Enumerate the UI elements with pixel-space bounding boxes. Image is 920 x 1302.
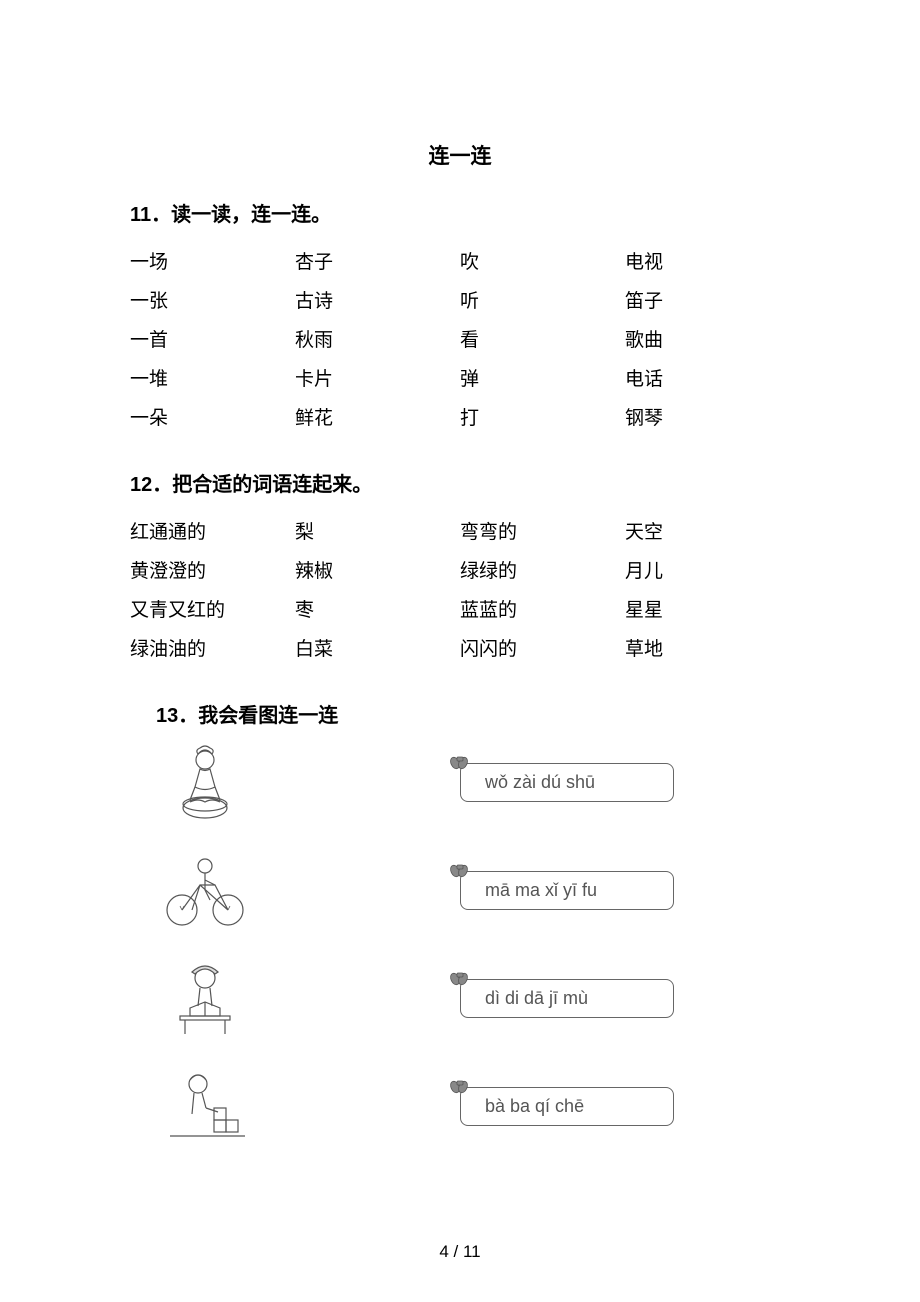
page-number: 4 / 11 <box>0 1242 920 1262</box>
table-row: 绿油油的 白菜 闪闪的 草地 <box>130 628 790 667</box>
cell: 笛子 <box>625 280 790 319</box>
q12-table: 红通通的 梨 弯弯的 天空 黄澄澄的 辣椒 绿绿的 月儿 又青又红的 枣 蓝蓝的… <box>130 511 790 667</box>
clip-icon <box>447 752 473 774</box>
q11-heading: 11．读一读，连一连。 <box>130 198 790 227</box>
table-row: 一堆 卡片 弹 电话 <box>130 358 790 397</box>
cell: 月儿 <box>625 550 790 589</box>
cell: 辣椒 <box>295 550 460 589</box>
mother-washing-icon <box>160 742 250 822</box>
cell: 星星 <box>625 589 790 628</box>
cell: 一张 <box>130 280 295 319</box>
illustration-cell <box>130 742 460 822</box>
cell: 歌曲 <box>625 319 790 358</box>
cell: 又青又红的 <box>130 589 295 628</box>
child-reading-icon <box>160 958 250 1038</box>
clip-icon <box>447 860 473 882</box>
cell: 黄澄澄的 <box>130 550 295 589</box>
cell: 白菜 <box>295 628 460 667</box>
pinyin-cell: bà ba qí chē <box>460 1087 790 1126</box>
cell: 闪闪的 <box>460 628 625 667</box>
cell: 蓝蓝的 <box>460 589 625 628</box>
cell: 秋雨 <box>295 319 460 358</box>
q11-text: 读一读，连一连。 <box>171 204 331 226</box>
cell: 钢琴 <box>625 397 790 436</box>
pinyin-box: bà ba qí chē <box>460 1087 674 1126</box>
cell: 弹 <box>460 358 625 397</box>
cell: 一场 <box>130 241 295 280</box>
q12-heading: 12．把合适的词语连起来。 <box>130 468 790 497</box>
cell: 看 <box>460 319 625 358</box>
pinyin-cell: wǒ zài dú shū <box>460 763 790 802</box>
pinyin-text: mā ma xǐ yī fu <box>485 880 597 900</box>
pinyin-text: bà ba qí chē <box>485 1096 584 1116</box>
cell: 弯弯的 <box>460 511 625 550</box>
bicycle-riding-icon <box>160 850 250 930</box>
section-title: 连一连 <box>130 140 790 170</box>
pinyin-cell: dì di dā jī mù <box>460 979 790 1018</box>
cell: 杏子 <box>295 241 460 280</box>
cell: 枣 <box>295 589 460 628</box>
cell: 绿油油的 <box>130 628 295 667</box>
q12-text: 把合适的词语连起来。 <box>172 474 372 496</box>
clip-icon <box>447 968 473 990</box>
cell: 电话 <box>625 358 790 397</box>
cell: 一堆 <box>130 358 295 397</box>
table-row: 一张 古诗 听 笛子 <box>130 280 790 319</box>
illustration-cell <box>130 1066 460 1146</box>
q13-row: mā ma xǐ yī fu <box>130 850 790 930</box>
pinyin-text: wǒ zài dú shū <box>485 772 595 792</box>
q13-heading: 13．我会看图连一连 <box>130 699 790 728</box>
q12-number: 12． <box>130 474 172 496</box>
cell: 吹 <box>460 241 625 280</box>
cell: 天空 <box>625 511 790 550</box>
illustration-cell <box>130 958 460 1038</box>
pinyin-box: mā ma xǐ yī fu <box>460 871 674 910</box>
cell: 听 <box>460 280 625 319</box>
table-row: 又青又红的 枣 蓝蓝的 星星 <box>130 589 790 628</box>
cell: 鲜花 <box>295 397 460 436</box>
table-row: 黄澄澄的 辣椒 绿绿的 月儿 <box>130 550 790 589</box>
table-row: 一场 杏子 吹 电视 <box>130 241 790 280</box>
cell: 红通通的 <box>130 511 295 550</box>
q13-number: 13． <box>156 705 198 727</box>
table-row: 红通通的 梨 弯弯的 天空 <box>130 511 790 550</box>
q11-number: 11． <box>130 204 171 226</box>
q11-table: 一场 杏子 吹 电视 一张 古诗 听 笛子 一首 秋雨 看 歌曲 一堆 卡片 弹… <box>130 241 790 436</box>
pinyin-box: dì di dā jī mù <box>460 979 674 1018</box>
cell: 卡片 <box>295 358 460 397</box>
page-content: 连一连 11．读一读，连一连。 一场 杏子 吹 电视 一张 古诗 听 笛子 一首… <box>0 0 920 1146</box>
q13-block: wǒ zài dú shū <box>130 742 790 1146</box>
table-row: 一首 秋雨 看 歌曲 <box>130 319 790 358</box>
cell: 梨 <box>295 511 460 550</box>
cell: 绿绿的 <box>460 550 625 589</box>
clip-icon <box>447 1076 473 1098</box>
q13-row: bà ba qí chē <box>130 1066 790 1146</box>
q13-row: dì di dā jī mù <box>130 958 790 1038</box>
pinyin-cell: mā ma xǐ yī fu <box>460 871 790 910</box>
cell: 电视 <box>625 241 790 280</box>
cell: 一朵 <box>130 397 295 436</box>
q13-text: 我会看图连一连 <box>198 705 338 727</box>
cell: 古诗 <box>295 280 460 319</box>
pinyin-box: wǒ zài dú shū <box>460 763 674 802</box>
cell: 草地 <box>625 628 790 667</box>
pinyin-text: dì di dā jī mù <box>485 988 588 1008</box>
table-row: 一朵 鲜花 打 钢琴 <box>130 397 790 436</box>
cell: 一首 <box>130 319 295 358</box>
q13-row: wǒ zài dú shū <box>130 742 790 822</box>
child-blocks-icon <box>160 1066 250 1146</box>
illustration-cell <box>130 850 460 930</box>
cell: 打 <box>460 397 625 436</box>
